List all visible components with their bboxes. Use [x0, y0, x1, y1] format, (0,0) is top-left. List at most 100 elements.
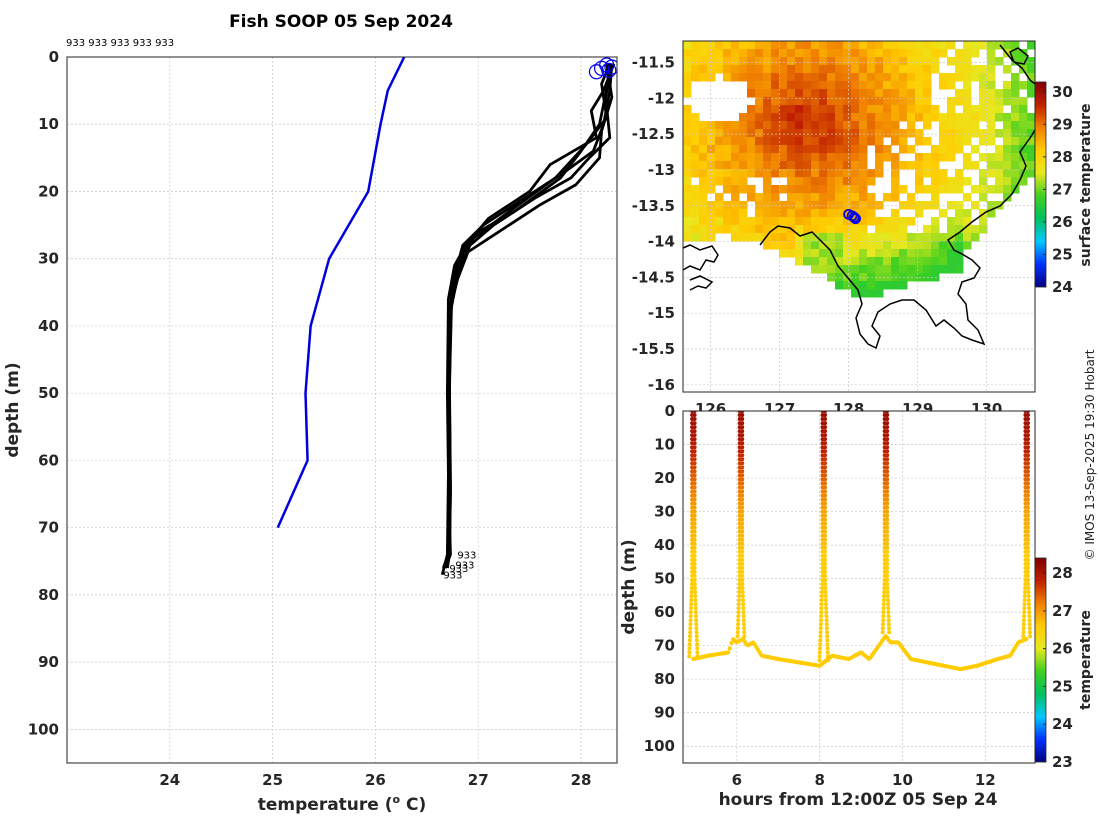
sst-cell [835, 161, 844, 170]
cast-point [885, 525, 890, 530]
sst-cell [755, 153, 764, 162]
sst-cell [963, 233, 972, 242]
cast-point [819, 614, 824, 619]
sst-cell [803, 249, 812, 258]
cast-point [818, 638, 823, 643]
profile-bottom-label: 933 [457, 551, 476, 562]
sst-cell [915, 81, 924, 90]
sst-cell [771, 121, 780, 130]
cast-point [823, 441, 828, 446]
cast-point [1025, 437, 1030, 442]
sst-cell [723, 57, 732, 66]
sst-cell [827, 193, 836, 202]
sst-cell [827, 65, 836, 74]
sst-cell [827, 145, 836, 154]
sst-cell [731, 177, 740, 186]
sst-cell [867, 209, 876, 218]
cast-point [818, 622, 823, 627]
cast-point [823, 553, 828, 558]
cast-point [1025, 509, 1030, 514]
cast-point [885, 465, 890, 470]
cast-point [880, 622, 885, 627]
sst-cell [875, 121, 884, 130]
sst-cell [811, 209, 820, 218]
cast-point [823, 473, 828, 478]
sst-cell [715, 209, 724, 218]
cast-point [1025, 429, 1030, 434]
sst-cell [843, 233, 852, 242]
sst-cell [811, 73, 820, 82]
cast-point [687, 646, 692, 651]
profile-ytick-label: 10 [38, 115, 59, 133]
sst-cell [995, 89, 1004, 98]
sst-cell [867, 65, 876, 74]
cast-point [823, 417, 828, 422]
cast-point [823, 505, 828, 510]
map-grid [683, 41, 1035, 392]
sst-cell [859, 249, 868, 258]
sst-cell [699, 217, 708, 226]
sst-cell [907, 97, 916, 106]
sst-cell [963, 217, 972, 226]
sst-cell [771, 217, 780, 226]
sst-cell [931, 161, 940, 170]
sst-cell [699, 193, 708, 202]
sst-cell [795, 113, 804, 122]
cast-point [823, 545, 828, 550]
sst-cell [859, 241, 868, 250]
sst-cell [891, 241, 900, 250]
sst-cell [739, 153, 748, 162]
sst-cell [971, 145, 980, 154]
cast-point [825, 630, 830, 635]
sst-cell [835, 41, 844, 50]
sst-cell [931, 249, 940, 258]
cast-point [823, 577, 828, 582]
sst-cell [923, 201, 932, 210]
sst-cell [955, 89, 964, 98]
profile-data [276, 57, 617, 576]
sst-cell [771, 137, 780, 146]
sst-cell [891, 225, 900, 234]
sst-cell [787, 145, 796, 154]
map-ytick-label: -14 [648, 233, 675, 251]
sst-cell [875, 145, 884, 154]
sst-cell [827, 97, 836, 106]
sst-cell [899, 73, 908, 82]
sst-cell [763, 121, 772, 130]
cast-point [1025, 477, 1030, 482]
sst-cell [915, 185, 924, 194]
sst-cell [883, 129, 892, 138]
sst-cell [859, 89, 868, 98]
sst-cell [707, 185, 716, 194]
sst-cell [947, 185, 956, 194]
cast-point [823, 541, 828, 546]
sst-cell [883, 281, 892, 290]
sst-cell [1027, 129, 1035, 138]
sst-cell [1011, 145, 1020, 154]
sst-cell [883, 97, 892, 106]
sst-cell [923, 113, 932, 122]
cast-point [1025, 533, 1030, 538]
cast-point [688, 618, 693, 623]
cast-point [825, 642, 830, 647]
sst-cell [1027, 169, 1035, 178]
sst-cell [883, 113, 892, 122]
sst-cell [699, 201, 708, 210]
sst-cell [971, 113, 980, 122]
sst-cell [683, 185, 692, 194]
sst-cell [707, 57, 716, 66]
sst-cell [779, 185, 788, 194]
cast-point [687, 650, 692, 655]
cast-point [694, 622, 699, 627]
sst-cell [931, 105, 940, 114]
sst-cell [747, 57, 756, 66]
cast-point [1026, 590, 1031, 595]
sst-cell [987, 129, 996, 138]
sst-cell [979, 89, 988, 98]
sst-cell [843, 65, 852, 74]
profile-ytick-label: 30 [38, 250, 59, 268]
sst-cell [923, 161, 932, 170]
sst-cell [811, 129, 820, 138]
sst-cell [731, 233, 740, 242]
sst-cell [899, 217, 908, 226]
